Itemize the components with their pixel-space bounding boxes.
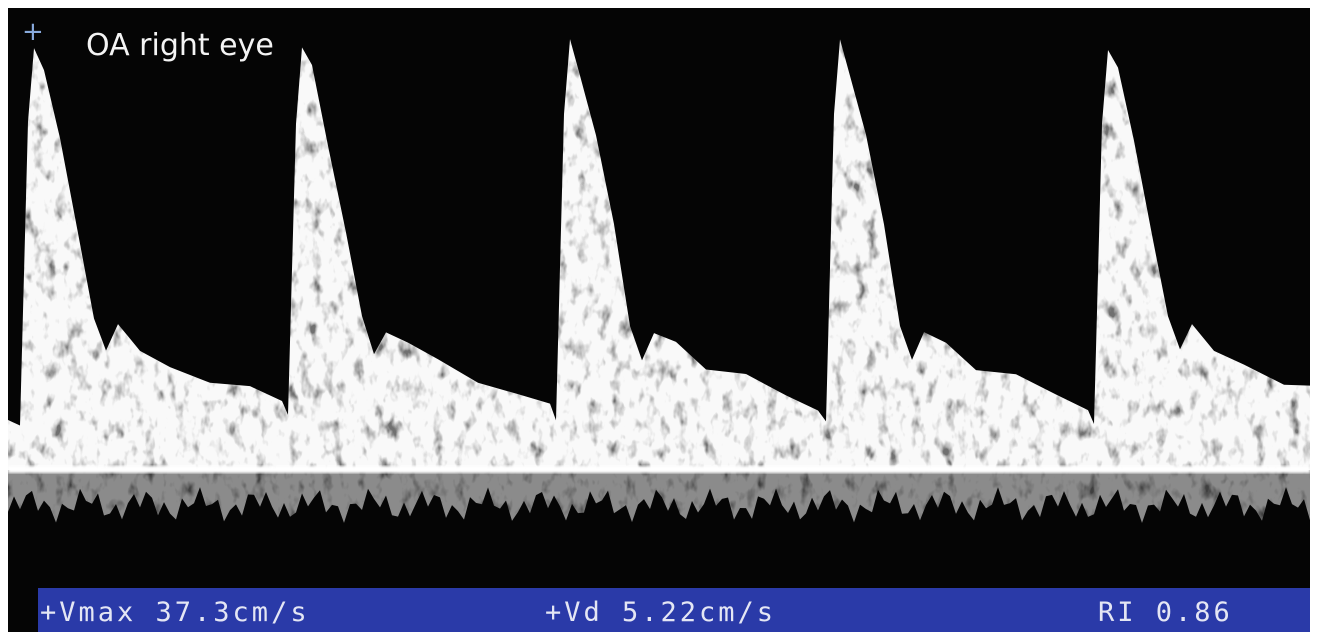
ri: RI 0.86 xyxy=(1098,597,1233,628)
status-bar xyxy=(38,588,1310,632)
cursor-marker: + xyxy=(22,17,44,47)
vd: +Vd 5.22cm/s xyxy=(545,597,776,628)
screen-background xyxy=(8,8,1310,632)
baseline xyxy=(8,466,1310,473)
title: OA right eye xyxy=(86,28,274,63)
vmax: +Vmax 37.3cm/s xyxy=(40,597,310,628)
